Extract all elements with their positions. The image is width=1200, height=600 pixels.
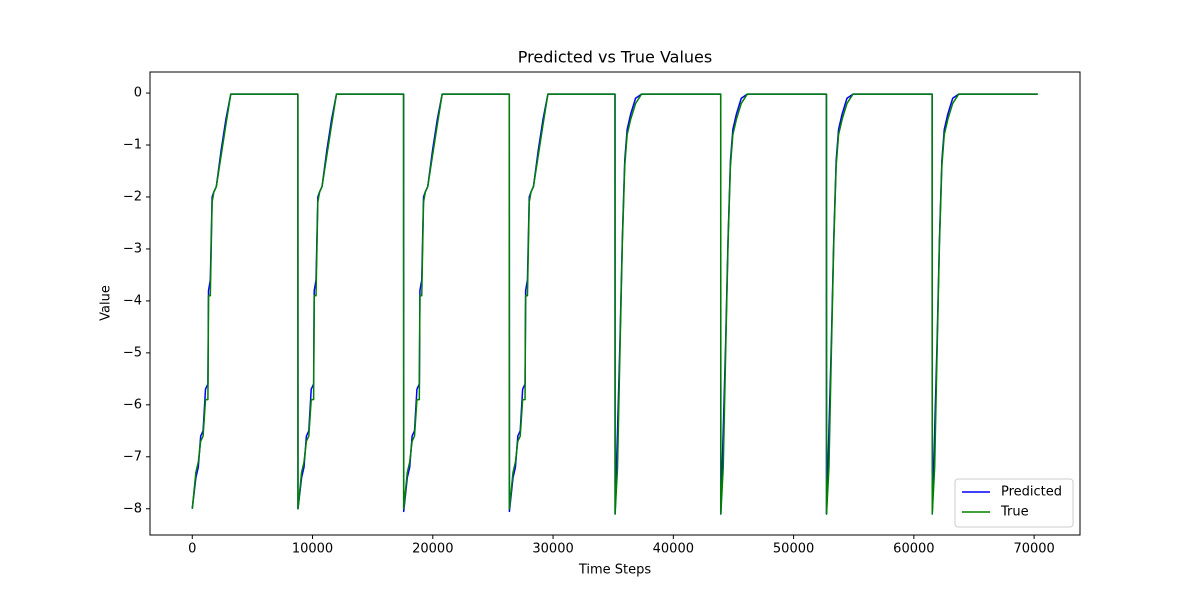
x-tick-label: 20000	[412, 542, 453, 557]
y-tick-label: −8	[123, 501, 142, 516]
x-tick-label: 50000	[773, 542, 814, 557]
legend-label: Predicted	[1001, 485, 1062, 500]
legend-label: True	[1000, 505, 1029, 520]
y-tick-label: −7	[123, 449, 142, 464]
data-line	[191, 93, 1038, 515]
x-tick-label: 70000	[1013, 542, 1054, 557]
plot-frame	[149, 71, 1081, 536]
x-tick-label: 30000	[532, 542, 573, 557]
x-tick-label: 60000	[893, 542, 934, 557]
y-tick-label: −3	[123, 241, 142, 256]
x-tick-label: 10000	[292, 542, 333, 557]
y-tick-label: 0	[134, 86, 142, 101]
y-tick-label: −5	[123, 345, 142, 360]
y-tick-label: −2	[123, 189, 142, 204]
y-tick-label: −4	[123, 293, 142, 308]
legend-box	[954, 478, 1074, 528]
chart-title: Predicted vs True Values	[518, 48, 712, 67]
x-axis-label: Time Steps	[578, 563, 652, 578]
y-axis-label: Value	[99, 285, 114, 321]
x-tick-label: 0	[188, 542, 196, 557]
y-tick-label: −1	[123, 138, 142, 153]
y-tick-label: −6	[123, 397, 142, 412]
x-tick-label: 40000	[653, 542, 694, 557]
